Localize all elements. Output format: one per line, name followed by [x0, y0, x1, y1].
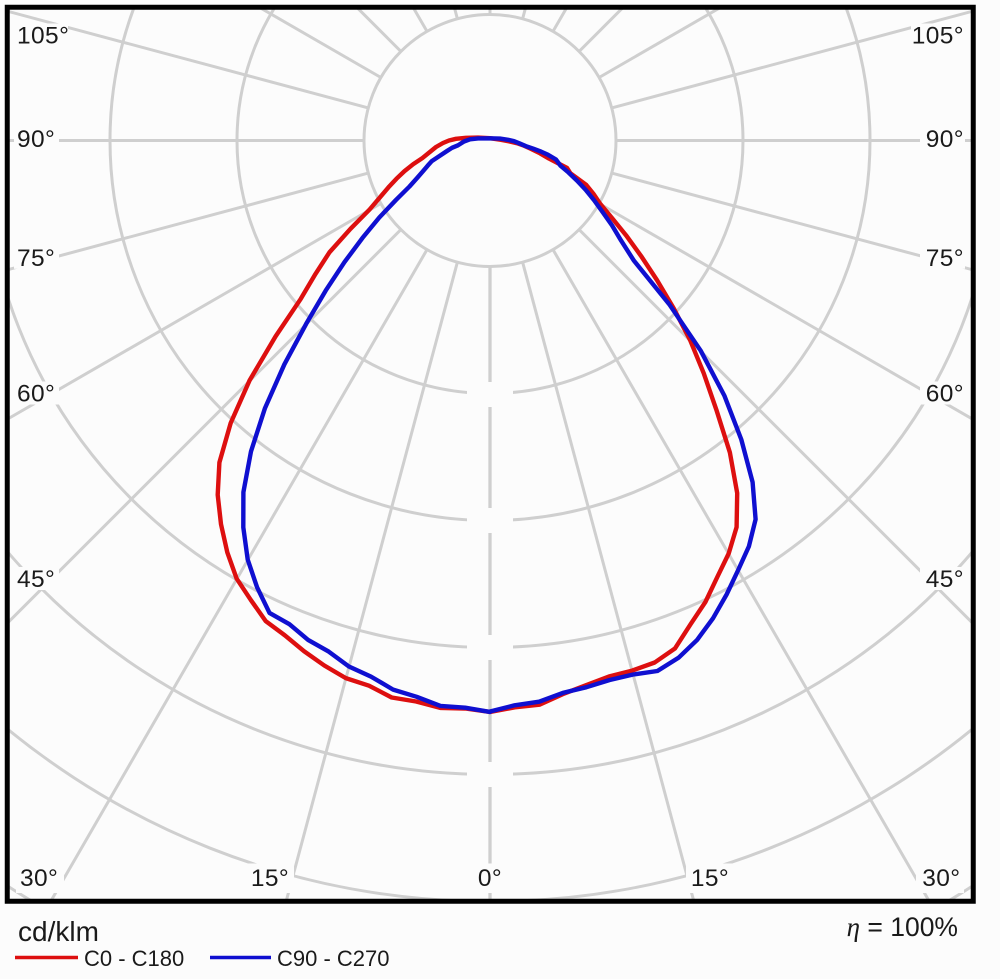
- svg-text:cd/klm: cd/klm: [18, 916, 99, 947]
- svg-text:η = 100%: η = 100%: [847, 912, 958, 942]
- svg-text:45°: 45°: [17, 566, 55, 593]
- svg-text:15°: 15°: [691, 865, 729, 892]
- svg-text:C90 - C270: C90 - C270: [277, 946, 390, 971]
- svg-text:45°: 45°: [926, 566, 964, 593]
- svg-text:30°: 30°: [922, 865, 960, 892]
- svg-text:90°: 90°: [17, 126, 55, 153]
- svg-text:75°: 75°: [926, 245, 964, 272]
- svg-text:90°: 90°: [926, 126, 964, 153]
- svg-text:105°: 105°: [17, 23, 69, 50]
- svg-text:15°: 15°: [251, 865, 289, 892]
- svg-text:60°: 60°: [926, 381, 964, 408]
- svg-text:60°: 60°: [17, 381, 55, 408]
- svg-text:75°: 75°: [17, 245, 55, 272]
- svg-text:105°: 105°: [912, 23, 964, 50]
- svg-text:C0 - C180: C0 - C180: [84, 946, 184, 971]
- svg-text:0°: 0°: [478, 865, 502, 892]
- svg-text:30°: 30°: [20, 865, 58, 892]
